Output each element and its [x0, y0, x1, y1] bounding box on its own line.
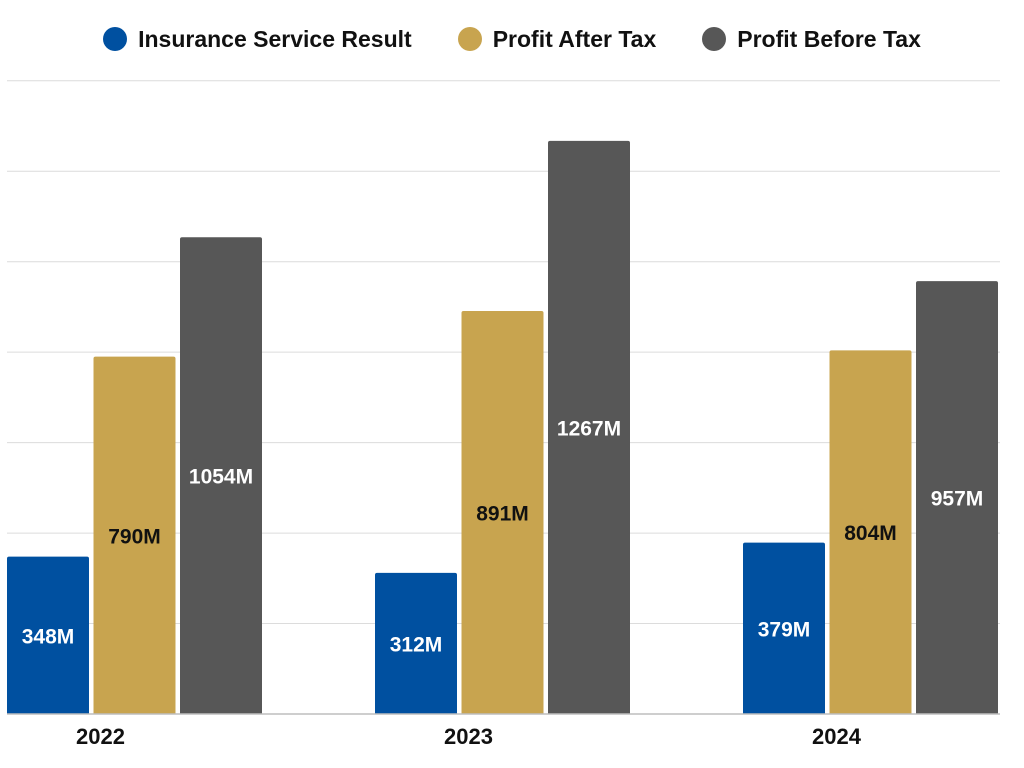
bar-profit-before-tax-2022 [180, 237, 262, 714]
legend: Insurance Service Result Profit After Ta… [0, 18, 1024, 60]
data-label-profit-after-tax-2023: 891M [476, 503, 529, 526]
data-label-profit-before-tax-2022: 1054M [189, 466, 253, 489]
legend-item-insurance-service-result: Insurance Service Result [103, 26, 412, 53]
data-label-profit-before-tax-2023: 1267M [557, 417, 621, 440]
data-label-profit-before-tax-2024: 957M [931, 488, 984, 511]
bar-profit-after-tax-2022 [93, 356, 176, 714]
bar-insurance-service-result-2024 [743, 542, 825, 714]
data-label-profit-after-tax-2022: 790M [108, 525, 161, 548]
legend-label-profit-before-tax: Profit Before Tax [737, 25, 921, 52]
data-label-profit-after-tax-2024: 804M [844, 522, 897, 545]
legend-item-profit-after-tax: Profit After Tax [457, 25, 657, 53]
bar-profit-before-tax-2023 [548, 140, 630, 714]
data-label-insurance-service-result-2024: 379M [758, 618, 811, 641]
bar-profit-after-tax-2024 [829, 350, 912, 714]
x-tick-label-2023: 2023 [444, 724, 493, 749]
x-tick-label-2024: 2024 [812, 724, 862, 749]
legend-label-insurance-service-result: Insurance Service Result [138, 25, 412, 52]
data-label-insurance-service-result-2023: 312M [390, 633, 443, 656]
bar-insurance-service-result-2023 [375, 572, 457, 714]
x-tick-label-2022: 2022 [76, 724, 125, 749]
legend-marker-profit-before-tax [702, 27, 727, 51]
legend-item-profit-before-tax: Profit Before Tax [702, 26, 921, 53]
bar-insurance-service-result-2022 [7, 556, 89, 714]
legend-label-profit-after-tax: Profit After Tax [492, 25, 657, 52]
legend-marker-profit-after-tax [457, 27, 482, 51]
bar-profit-before-tax-2024 [916, 281, 998, 714]
bar-profit-after-tax-2023 [461, 311, 544, 714]
legend-marker-insurance-service-result [103, 27, 128, 51]
data-label-insurance-service-result-2022: 348M [22, 625, 75, 648]
